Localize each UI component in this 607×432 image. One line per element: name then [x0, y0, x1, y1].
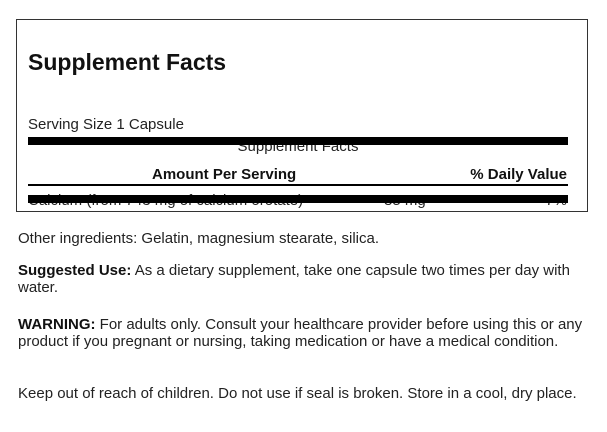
suggested-use-text: As a dietary supplement, take one capsul…	[18, 262, 570, 296]
thin-divider	[28, 184, 568, 186]
thick-divider-bottom	[28, 195, 568, 203]
header-daily-value: % Daily Value	[470, 166, 567, 183]
suggested-use-label: Suggested Use:	[18, 262, 132, 279]
warning-text: For adults only. Consult your healthcare…	[18, 316, 583, 350]
header-amount: Amount Per Serving	[152, 166, 297, 183]
thick-divider	[28, 137, 568, 145]
warning-label: WARNING:	[18, 316, 96, 333]
serving-size: Serving Size 1 Capsule	[28, 116, 184, 133]
panel-title: Supplement Facts	[28, 49, 227, 75]
suggested-use: Suggested Use: As a dietary supplement, …	[18, 262, 583, 296]
supplement-facts-panel: Supplement Facts Serving Size 1 Capsule …	[16, 19, 588, 212]
storage-note: Keep out of reach of children. Do not us…	[18, 385, 577, 402]
other-ingredients: Other ingredients: Gelatin, magnesium st…	[18, 230, 380, 247]
warning: WARNING: For adults only. Consult your h…	[18, 316, 583, 350]
